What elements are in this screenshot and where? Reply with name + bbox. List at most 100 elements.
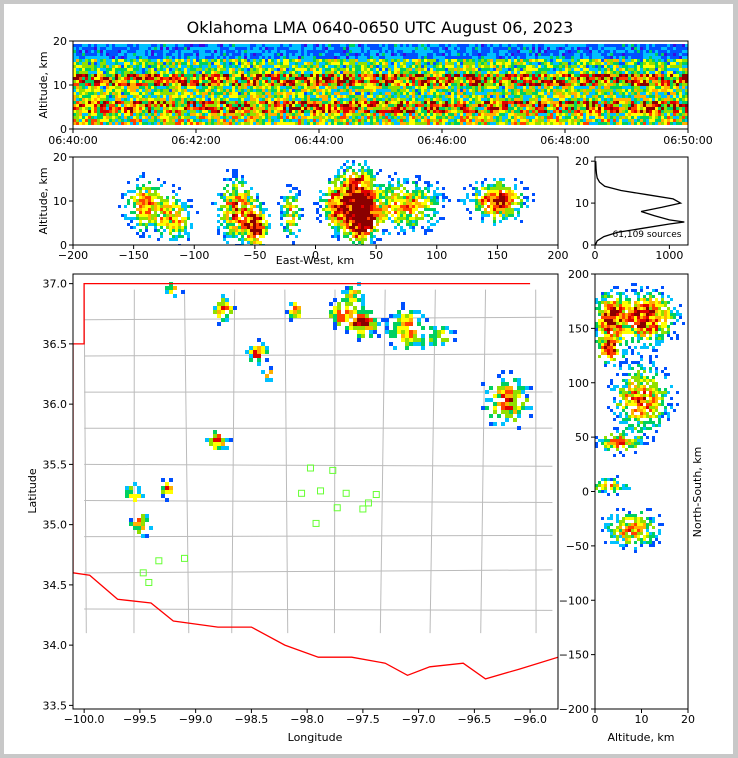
time-height-cell [130, 80, 133, 83]
time-height-cell [295, 83, 298, 86]
time-height-cell [196, 89, 199, 92]
time-height-cell [475, 98, 478, 101]
time-height-cell [463, 77, 466, 80]
time-height-cell [103, 59, 106, 62]
time-height-cell [133, 98, 136, 101]
time-height-cell [208, 56, 211, 59]
time-height-cell [208, 116, 211, 119]
time-height-cell [97, 83, 100, 86]
time-height-cell [598, 89, 601, 92]
time-height-cell [154, 53, 157, 56]
time-height-cell [613, 122, 616, 125]
time-height-cell [277, 80, 280, 83]
time-height-cell [163, 62, 166, 65]
time-height-cell [178, 122, 181, 125]
time-height-cell [376, 110, 379, 113]
time-height-cell [610, 74, 613, 77]
time-height-cell [220, 89, 223, 92]
time-height-cell [313, 62, 316, 65]
time-height-cell [265, 47, 268, 50]
time-height-cell [205, 74, 208, 77]
time-height-cell [382, 101, 385, 104]
time-height-cell [541, 116, 544, 119]
time-height-cell [94, 86, 97, 89]
time-height-cell [166, 53, 169, 56]
time-height-cell [130, 83, 133, 86]
time-height-cell [598, 107, 601, 110]
time-height-cell [250, 116, 253, 119]
time-height-cell [418, 62, 421, 65]
time-height-cell [418, 44, 421, 47]
time-height-cell [283, 89, 286, 92]
time-height-cell [451, 53, 454, 56]
time-height-cell [85, 86, 88, 89]
time-height-cell [373, 107, 376, 110]
time-height-cell [286, 83, 289, 86]
time-height-cell [88, 47, 91, 50]
time-height-cell [409, 65, 412, 68]
time-height-cell [253, 95, 256, 98]
time-height-cell [205, 44, 208, 47]
time-height-cell [343, 119, 346, 122]
time-height-cell [490, 44, 493, 47]
time-height-cell [268, 101, 271, 104]
time-height-cell [595, 44, 598, 47]
time-height-cell [394, 68, 397, 71]
time-height-cell [178, 74, 181, 77]
time-height-cell [289, 101, 292, 104]
time-height-cell [514, 65, 517, 68]
time-height-cell [142, 50, 145, 53]
time-height-cell [367, 89, 370, 92]
time-height-cell [307, 92, 310, 95]
time-height-cell [283, 92, 286, 95]
time-height-cell [538, 89, 541, 92]
time-height-cell [244, 113, 247, 116]
time-height-cell [616, 122, 619, 125]
time-height-cell [445, 77, 448, 80]
time-height-cell [505, 44, 508, 47]
time-height-cell [241, 86, 244, 89]
time-height-cell [295, 89, 298, 92]
time-height-cell [517, 65, 520, 68]
time-height-cell [475, 104, 478, 107]
time-height-cell [376, 74, 379, 77]
time-height-cell [613, 62, 616, 65]
time-height-cell [193, 47, 196, 50]
time-height-cell [475, 101, 478, 104]
time-height-cell [379, 68, 382, 71]
time-height-cell [175, 83, 178, 86]
time-height-cell [187, 74, 190, 77]
time-height-cell [265, 62, 268, 65]
time-height-cell [253, 110, 256, 113]
time-height-cell [604, 86, 607, 89]
time-height-cell [310, 89, 313, 92]
time-height-cell [133, 86, 136, 89]
time-height-cell [355, 68, 358, 71]
time-height-cell [409, 89, 412, 92]
time-height-cell [565, 101, 568, 104]
time-height-cell [103, 74, 106, 77]
time-height-cell [229, 113, 232, 116]
time-height-cell [625, 89, 628, 92]
time-height-cell [436, 56, 439, 59]
time-height-cell [457, 65, 460, 68]
time-height-cell [247, 83, 250, 86]
time-height-cell [73, 92, 76, 95]
time-height-cell [271, 50, 274, 53]
time-height-cell [451, 80, 454, 83]
time-height-cell [397, 113, 400, 116]
time-height-cell [241, 101, 244, 104]
time-height-cell [127, 95, 130, 98]
time-height-cell [370, 104, 373, 107]
time-height-cell [508, 92, 511, 95]
time-height-cell [301, 122, 304, 125]
time-height-cell [490, 113, 493, 116]
time-height-cell [319, 107, 322, 110]
time-height-cell [619, 47, 622, 50]
time-height-cell [481, 74, 484, 77]
time-height-cell [439, 113, 442, 116]
time-height-cell [136, 119, 139, 122]
time-height-cell [238, 77, 241, 80]
time-height-cell [427, 92, 430, 95]
time-height-cell [319, 83, 322, 86]
